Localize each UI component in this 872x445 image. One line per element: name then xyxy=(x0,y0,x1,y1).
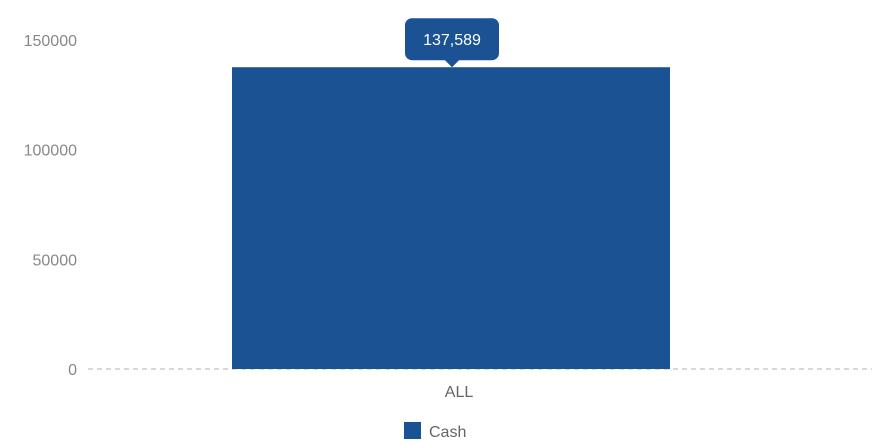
y-axis: 0 50000 100000 150000 xyxy=(24,33,77,379)
y-tick-label: 100000 xyxy=(24,143,77,160)
bars-group xyxy=(232,67,670,369)
data-labels-group: 137,589 xyxy=(405,18,499,68)
y-tick-label: 0 xyxy=(68,362,77,379)
data-label-pointer xyxy=(444,59,460,68)
y-tick-label: 150000 xyxy=(24,33,77,50)
x-tick-label: ALL xyxy=(445,384,474,401)
x-axis: ALL xyxy=(445,384,474,401)
y-tick-label: 50000 xyxy=(33,252,78,269)
bar-all xyxy=(232,67,670,369)
legend-label: Cash xyxy=(429,424,466,441)
legend-swatch xyxy=(404,422,421,439)
data-label-box xyxy=(405,18,499,61)
data-label: 137,589 xyxy=(423,32,481,49)
legend: Cash xyxy=(404,422,466,441)
